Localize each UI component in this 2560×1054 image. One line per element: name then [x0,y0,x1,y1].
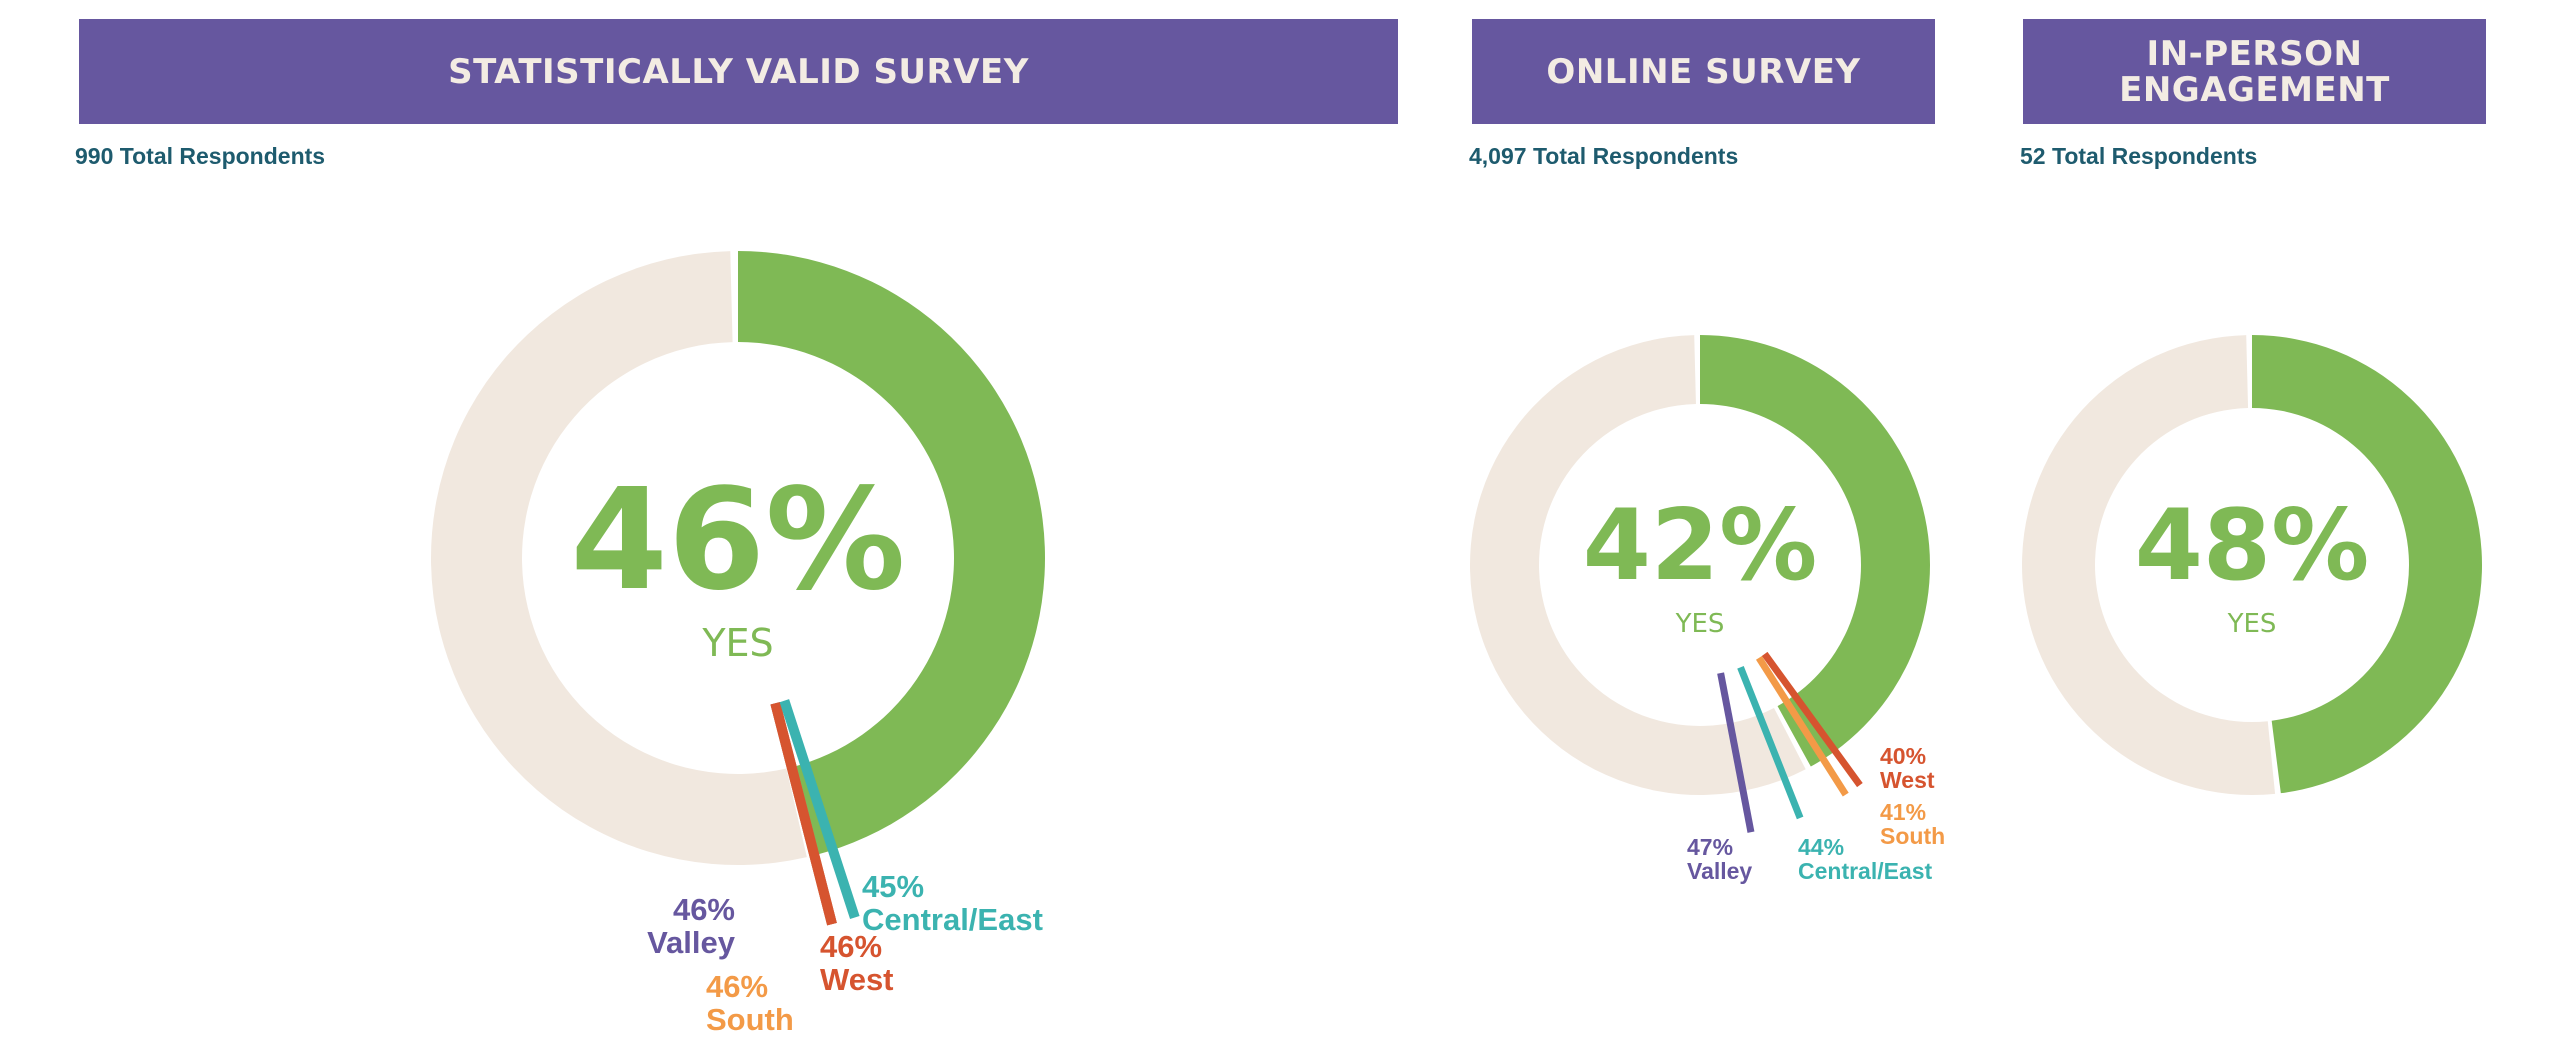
statistical-survey-banner: STATISTICALLY VALID SURVEY [79,19,1398,124]
region-marker-central_east [1737,665,1804,820]
center-percent-label: 48% [2135,489,2370,603]
donut-remainder-slice [2022,335,2276,795]
region-label-west: 46% West [820,929,894,997]
region-marker-west [770,702,837,926]
donut-yes-slice [1700,335,1931,767]
online-survey-banner: ONLINE SURVEY [1472,19,1935,124]
donut-remainder-slice [430,251,807,866]
region-marker-valley [1717,672,1755,833]
donut-remainder-slice [1469,335,1806,795]
region-marker-west [1761,651,1863,788]
center-yes-label: YES [2227,609,2277,639]
region-label-south: 46% South [706,969,794,1037]
region-label-central_east: 44% Central/East [1798,834,1933,884]
region-label-central_east: 45% Central/East [862,869,1043,937]
donut-yes-slice [738,251,1045,856]
donut-yes-slice [2252,335,2482,794]
statistical-respondents: 990 Total Respondents [75,143,326,169]
in-person-title-line2: ENGAGEMENT [2119,69,2390,110]
center-yes-label: YES [701,621,773,665]
center-percent-label: 42% [1583,489,1818,603]
in-person-title-line1: IN-PERSON [2146,33,2363,74]
online-respondents: 4,097 Total Respondents [1469,143,1739,169]
region-marker-south [1755,656,1849,797]
region-label-south: 41% South [1880,799,1945,849]
in-person-banner: IN-PERSON ENGAGEMENT [2023,19,2486,124]
center-percent-label: 46% [570,459,905,622]
region-label-west: 40% West [1880,743,1935,793]
center-yes-label: YES [1675,609,1725,639]
region-label-valley: 46% Valley [647,892,736,960]
in-person-respondents: 52 Total Respondents [2020,143,2258,169]
statistical-survey-title: STATISTICALLY VALID SURVEY [448,51,1029,92]
region-label-valley: 47% Valley [1687,834,1752,884]
online-survey-title: ONLINE SURVEY [1546,51,1861,92]
in-person-donut-chart: 48% YES [2022,335,2482,795]
region-marker-central_east [779,699,860,920]
